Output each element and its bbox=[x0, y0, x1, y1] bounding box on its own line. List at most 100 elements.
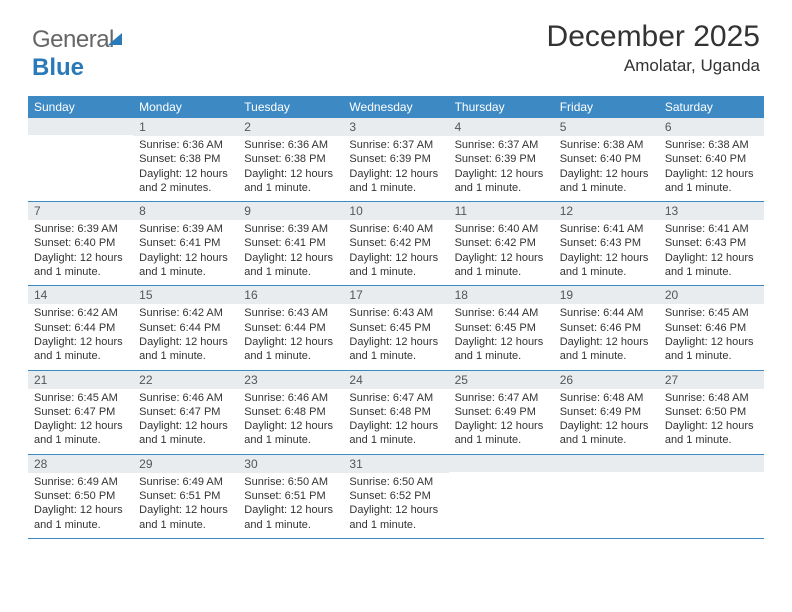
daylight-text-line1: Daylight: 12 hours bbox=[455, 251, 548, 265]
sunrise-text: Sunrise: 6:43 AM bbox=[349, 306, 442, 320]
daylight-text-line1: Daylight: 12 hours bbox=[560, 251, 653, 265]
day-body: Sunrise: 6:38 AMSunset: 6:40 PMDaylight:… bbox=[554, 136, 659, 201]
day-body: Sunrise: 6:42 AMSunset: 6:44 PMDaylight:… bbox=[28, 304, 133, 369]
calendar-day-cell: 1Sunrise: 6:36 AMSunset: 6:38 PMDaylight… bbox=[133, 118, 238, 202]
sunset-text: Sunset: 6:47 PM bbox=[139, 405, 232, 419]
sunrise-text: Sunrise: 6:38 AM bbox=[560, 138, 653, 152]
daylight-text-line1: Daylight: 12 hours bbox=[139, 167, 232, 181]
day-number: 28 bbox=[28, 455, 133, 473]
weekday-header-cell: Monday bbox=[133, 96, 238, 118]
day-number: 13 bbox=[659, 202, 764, 220]
daylight-text-line2: and 2 minutes. bbox=[139, 181, 232, 195]
day-number bbox=[554, 455, 659, 472]
day-number: 27 bbox=[659, 371, 764, 389]
calendar-day-cell: 7Sunrise: 6:39 AMSunset: 6:40 PMDaylight… bbox=[28, 202, 133, 286]
sunset-text: Sunset: 6:42 PM bbox=[455, 236, 548, 250]
calendar-day-cell: 12Sunrise: 6:41 AMSunset: 6:43 PMDayligh… bbox=[554, 202, 659, 286]
brand-part2: Blue bbox=[32, 54, 84, 81]
calendar-day-cell: 13Sunrise: 6:41 AMSunset: 6:43 PMDayligh… bbox=[659, 202, 764, 286]
calendar-day-cell: 16Sunrise: 6:43 AMSunset: 6:44 PMDayligh… bbox=[238, 286, 343, 370]
daylight-text-line1: Daylight: 12 hours bbox=[139, 335, 232, 349]
daylight-text-line1: Daylight: 12 hours bbox=[349, 419, 442, 433]
daylight-text-line2: and 1 minute. bbox=[244, 433, 337, 447]
daylight-text-line1: Daylight: 12 hours bbox=[665, 251, 758, 265]
brand-logo: General Blue bbox=[32, 26, 122, 82]
daylight-text-line1: Daylight: 12 hours bbox=[349, 251, 442, 265]
day-number: 11 bbox=[449, 202, 554, 220]
daylight-text-line2: and 1 minute. bbox=[665, 265, 758, 279]
weekday-header-cell: Sunday bbox=[28, 96, 133, 118]
calendar-week-row: 28Sunrise: 6:49 AMSunset: 6:50 PMDayligh… bbox=[28, 454, 764, 538]
day-number: 1 bbox=[133, 118, 238, 136]
day-body: Sunrise: 6:42 AMSunset: 6:44 PMDaylight:… bbox=[133, 304, 238, 369]
day-body: Sunrise: 6:43 AMSunset: 6:45 PMDaylight:… bbox=[343, 304, 448, 369]
daylight-text-line1: Daylight: 12 hours bbox=[244, 335, 337, 349]
sunset-text: Sunset: 6:38 PM bbox=[139, 152, 232, 166]
daylight-text-line1: Daylight: 12 hours bbox=[244, 251, 337, 265]
daylight-text-line2: and 1 minute. bbox=[455, 181, 548, 195]
day-body: Sunrise: 6:37 AMSunset: 6:39 PMDaylight:… bbox=[343, 136, 448, 201]
calendar-day-cell: 18Sunrise: 6:44 AMSunset: 6:45 PMDayligh… bbox=[449, 286, 554, 370]
calendar-week-row: 14Sunrise: 6:42 AMSunset: 6:44 PMDayligh… bbox=[28, 286, 764, 370]
day-number: 17 bbox=[343, 286, 448, 304]
calendar-body: 1Sunrise: 6:36 AMSunset: 6:38 PMDaylight… bbox=[28, 118, 764, 538]
sunset-text: Sunset: 6:45 PM bbox=[455, 321, 548, 335]
daylight-text-line2: and 1 minute. bbox=[244, 349, 337, 363]
sunrise-text: Sunrise: 6:44 AM bbox=[455, 306, 548, 320]
day-number: 4 bbox=[449, 118, 554, 136]
sunset-text: Sunset: 6:42 PM bbox=[349, 236, 442, 250]
calendar-day-cell: 23Sunrise: 6:46 AMSunset: 6:48 PMDayligh… bbox=[238, 370, 343, 454]
sunrise-text: Sunrise: 6:41 AM bbox=[665, 222, 758, 236]
daylight-text-line2: and 1 minute. bbox=[349, 518, 442, 532]
sunset-text: Sunset: 6:51 PM bbox=[244, 489, 337, 503]
sunset-text: Sunset: 6:52 PM bbox=[349, 489, 442, 503]
sunrise-text: Sunrise: 6:49 AM bbox=[34, 475, 127, 489]
sunset-text: Sunset: 6:51 PM bbox=[139, 489, 232, 503]
sunset-text: Sunset: 6:48 PM bbox=[244, 405, 337, 419]
calendar-day-cell: 17Sunrise: 6:43 AMSunset: 6:45 PMDayligh… bbox=[343, 286, 448, 370]
day-body: Sunrise: 6:44 AMSunset: 6:46 PMDaylight:… bbox=[554, 304, 659, 369]
weekday-header-cell: Saturday bbox=[659, 96, 764, 118]
day-number bbox=[659, 455, 764, 472]
daylight-text-line2: and 1 minute. bbox=[560, 433, 653, 447]
calendar-day-cell: 28 Sunrise: 6:49 AMSunset: 6:50 PMDayligh… bbox=[28, 454, 133, 538]
day-body: Sunrise: 6:45 AMSunset: 6:46 PMDaylight:… bbox=[659, 304, 764, 369]
sunset-text: Sunset: 6:38 PM bbox=[244, 152, 337, 166]
month-title: December 2025 bbox=[547, 20, 760, 54]
daylight-text-line1: Daylight: 12 hours bbox=[244, 419, 337, 433]
weekday-header-cell: Thursday bbox=[449, 96, 554, 118]
day-body: Sunrise: 6:47 AMSunset: 6:48 PMDaylight:… bbox=[343, 389, 448, 454]
calendar-day-cell: 15Sunrise: 6:42 AMSunset: 6:44 PMDayligh… bbox=[133, 286, 238, 370]
daylight-text-line2: and 1 minute. bbox=[139, 265, 232, 279]
day-body: Sunrise: 6:46 AMSunset: 6:48 PMDaylight:… bbox=[238, 389, 343, 454]
calendar-day-cell: 4Sunrise: 6:37 AMSunset: 6:39 PMDaylight… bbox=[449, 118, 554, 202]
calendar-day-cell bbox=[554, 454, 659, 538]
day-number: 7 bbox=[28, 202, 133, 220]
sunrise-text: Sunrise: 6:41 AM bbox=[560, 222, 653, 236]
calendar-day-cell: 24Sunrise: 6:47 AMSunset: 6:48 PMDayligh… bbox=[343, 370, 448, 454]
calendar-day-cell bbox=[28, 118, 133, 202]
day-number: 26 bbox=[554, 371, 659, 389]
day-number: 16 bbox=[238, 286, 343, 304]
daylight-text-line1: Daylight: 12 hours bbox=[34, 503, 127, 517]
weekday-header-cell: Wednesday bbox=[343, 96, 448, 118]
sunrise-text: Sunrise: 6:47 AM bbox=[349, 391, 442, 405]
calendar-day-cell: 19Sunrise: 6:44 AMSunset: 6:46 PMDayligh… bbox=[554, 286, 659, 370]
daylight-text-line1: Daylight: 12 hours bbox=[244, 503, 337, 517]
day-body: Sunrise: 6:41 AMSunset: 6:43 PMDaylight:… bbox=[659, 220, 764, 285]
sunset-text: Sunset: 6:46 PM bbox=[665, 321, 758, 335]
daylight-text-line2: and 1 minute. bbox=[34, 518, 127, 532]
sunset-text: Sunset: 6:44 PM bbox=[244, 321, 337, 335]
daylight-text-line1: Daylight: 12 hours bbox=[139, 419, 232, 433]
day-body: Sunrise: 6:47 AMSunset: 6:49 PMDaylight:… bbox=[449, 389, 554, 454]
calendar-week-row: 21Sunrise: 6:45 AMSunset: 6:47 PMDayligh… bbox=[28, 370, 764, 454]
calendar-grid: SundayMondayTuesdayWednesdayThursdayFrid… bbox=[28, 96, 764, 539]
sunrise-text: Sunrise: 6:40 AM bbox=[349, 222, 442, 236]
day-number: 30 bbox=[238, 455, 343, 473]
daylight-text-line1: Daylight: 12 hours bbox=[349, 167, 442, 181]
calendar-week-row: 7Sunrise: 6:39 AMSunset: 6:40 PMDaylight… bbox=[28, 202, 764, 286]
sunset-text: Sunset: 6:50 PM bbox=[34, 489, 127, 503]
sunrise-text: Sunrise: 6:37 AM bbox=[349, 138, 442, 152]
sunrise-text: Sunrise: 6:38 AM bbox=[665, 138, 758, 152]
daylight-text-line1: Daylight: 12 hours bbox=[560, 167, 653, 181]
